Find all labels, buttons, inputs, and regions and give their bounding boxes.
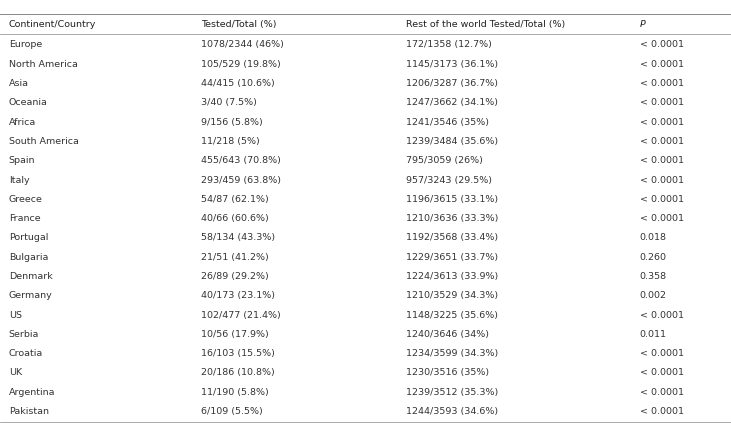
Text: 105/529 (19.8%): 105/529 (19.8%) — [201, 60, 281, 69]
Text: 795/3059 (26%): 795/3059 (26%) — [406, 156, 482, 165]
Text: < 0.0001: < 0.0001 — [640, 40, 683, 49]
Text: 957/3243 (29.5%): 957/3243 (29.5%) — [406, 176, 492, 184]
Text: < 0.0001: < 0.0001 — [640, 117, 683, 127]
Text: Greece: Greece — [9, 195, 42, 204]
Text: 1196/3615 (33.1%): 1196/3615 (33.1%) — [406, 195, 498, 204]
Text: Oceania: Oceania — [9, 98, 48, 107]
Text: < 0.0001: < 0.0001 — [640, 98, 683, 107]
Text: 40/66 (60.6%): 40/66 (60.6%) — [201, 214, 269, 223]
Text: Serbia: Serbia — [9, 330, 39, 339]
Text: 1210/3529 (34.3%): 1210/3529 (34.3%) — [406, 291, 498, 300]
Text: < 0.0001: < 0.0001 — [640, 214, 683, 223]
Text: 0.002: 0.002 — [640, 291, 667, 300]
Text: 0.011: 0.011 — [640, 330, 667, 339]
Text: 3/40 (7.5%): 3/40 (7.5%) — [201, 98, 257, 107]
Text: 1192/3568 (33.4%): 1192/3568 (33.4%) — [406, 233, 498, 242]
Text: 1078/2344 (46%): 1078/2344 (46%) — [201, 40, 284, 49]
Text: 1210/3636 (33.3%): 1210/3636 (33.3%) — [406, 214, 498, 223]
Text: 1206/3287 (36.7%): 1206/3287 (36.7%) — [406, 79, 498, 88]
Text: P: P — [640, 20, 645, 29]
Text: 58/134 (43.3%): 58/134 (43.3%) — [201, 233, 275, 242]
Text: France: France — [9, 214, 40, 223]
Text: 0.018: 0.018 — [640, 233, 667, 242]
Text: 0.260: 0.260 — [640, 253, 667, 262]
Text: Argentina: Argentina — [9, 388, 56, 397]
Text: 11/218 (5%): 11/218 (5%) — [201, 137, 260, 146]
Text: < 0.0001: < 0.0001 — [640, 349, 683, 358]
Text: Africa: Africa — [9, 117, 36, 127]
Text: 1234/3599 (34.3%): 1234/3599 (34.3%) — [406, 349, 498, 358]
Text: < 0.0001: < 0.0001 — [640, 79, 683, 88]
Text: 26/89 (29.2%): 26/89 (29.2%) — [201, 272, 269, 281]
Text: UK: UK — [9, 368, 22, 378]
Text: 102/477 (21.4%): 102/477 (21.4%) — [201, 311, 281, 319]
Text: 1247/3662 (34.1%): 1247/3662 (34.1%) — [406, 98, 498, 107]
Text: South America: South America — [9, 137, 79, 146]
Text: 1224/3613 (33.9%): 1224/3613 (33.9%) — [406, 272, 498, 281]
Text: < 0.0001: < 0.0001 — [640, 176, 683, 184]
Text: Spain: Spain — [9, 156, 35, 165]
Text: Pakistan: Pakistan — [9, 407, 49, 416]
Text: 16/103 (15.5%): 16/103 (15.5%) — [201, 349, 275, 358]
Text: Tested/Total (%): Tested/Total (%) — [201, 20, 276, 29]
Text: < 0.0001: < 0.0001 — [640, 156, 683, 165]
Text: North America: North America — [9, 60, 77, 69]
Text: 9/156 (5.8%): 9/156 (5.8%) — [201, 117, 262, 127]
Text: 11/190 (5.8%): 11/190 (5.8%) — [201, 388, 269, 397]
Text: < 0.0001: < 0.0001 — [640, 60, 683, 69]
Text: 1148/3225 (35.6%): 1148/3225 (35.6%) — [406, 311, 498, 319]
Text: < 0.0001: < 0.0001 — [640, 195, 683, 204]
Text: 1241/3546 (35%): 1241/3546 (35%) — [406, 117, 489, 127]
Text: Bulgaria: Bulgaria — [9, 253, 48, 262]
Text: 1240/3646 (34%): 1240/3646 (34%) — [406, 330, 489, 339]
Text: 1239/3512 (35.3%): 1239/3512 (35.3%) — [406, 388, 498, 397]
Text: 0.358: 0.358 — [640, 272, 667, 281]
Text: 172/1358 (12.7%): 172/1358 (12.7%) — [406, 40, 491, 49]
Text: 1145/3173 (36.1%): 1145/3173 (36.1%) — [406, 60, 498, 69]
Text: Continent/Country: Continent/Country — [9, 20, 96, 29]
Text: Italy: Italy — [9, 176, 29, 184]
Text: < 0.0001: < 0.0001 — [640, 388, 683, 397]
Text: 6/109 (5.5%): 6/109 (5.5%) — [201, 407, 262, 416]
Text: 455/643 (70.8%): 455/643 (70.8%) — [201, 156, 281, 165]
Text: 293/459 (63.8%): 293/459 (63.8%) — [201, 176, 281, 184]
Text: < 0.0001: < 0.0001 — [640, 368, 683, 378]
Text: < 0.0001: < 0.0001 — [640, 311, 683, 319]
Text: 1244/3593 (34.6%): 1244/3593 (34.6%) — [406, 407, 498, 416]
Text: 1229/3651 (33.7%): 1229/3651 (33.7%) — [406, 253, 498, 262]
Text: 44/415 (10.6%): 44/415 (10.6%) — [201, 79, 275, 88]
Text: < 0.0001: < 0.0001 — [640, 407, 683, 416]
Text: 10/56 (17.9%): 10/56 (17.9%) — [201, 330, 269, 339]
Text: 21/51 (41.2%): 21/51 (41.2%) — [201, 253, 269, 262]
Text: Portugal: Portugal — [9, 233, 48, 242]
Text: 1230/3516 (35%): 1230/3516 (35%) — [406, 368, 489, 378]
Text: 40/173 (23.1%): 40/173 (23.1%) — [201, 291, 275, 300]
Text: Rest of the world Tested/Total (%): Rest of the world Tested/Total (%) — [406, 20, 565, 29]
Text: Asia: Asia — [9, 79, 29, 88]
Text: Europe: Europe — [9, 40, 42, 49]
Text: Germany: Germany — [9, 291, 53, 300]
Text: 20/186 (10.8%): 20/186 (10.8%) — [201, 368, 275, 378]
Text: US: US — [9, 311, 22, 319]
Text: Denmark: Denmark — [9, 272, 53, 281]
Text: 54/87 (62.1%): 54/87 (62.1%) — [201, 195, 269, 204]
Text: 1239/3484 (35.6%): 1239/3484 (35.6%) — [406, 137, 498, 146]
Text: < 0.0001: < 0.0001 — [640, 137, 683, 146]
Text: Croatia: Croatia — [9, 349, 43, 358]
